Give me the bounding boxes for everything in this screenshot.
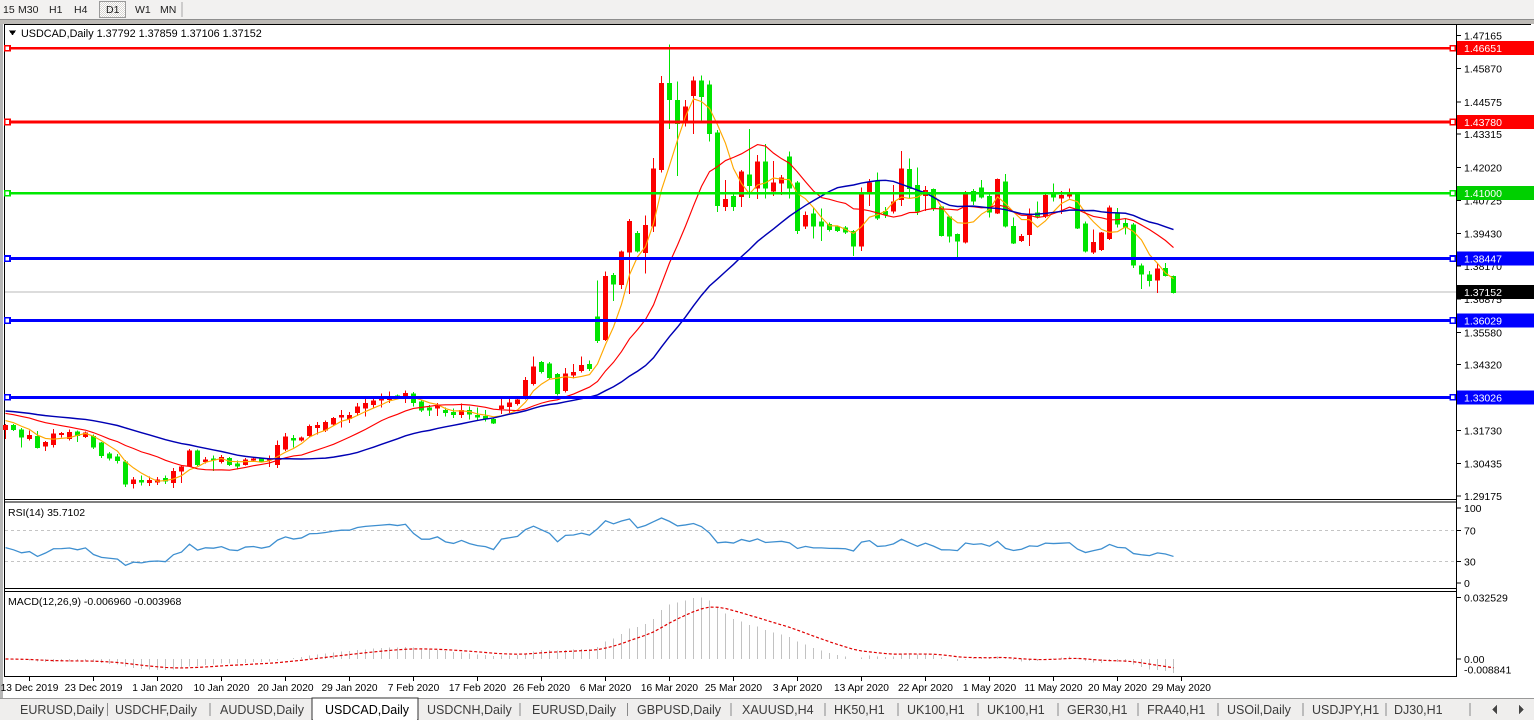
svg-text:1.34320: 1.34320 xyxy=(1464,360,1502,372)
svg-text:USOil,Daily: USOil,Daily xyxy=(1227,703,1292,717)
svg-text:1.44575: 1.44575 xyxy=(1464,97,1502,109)
svg-text:1 May 2020: 1 May 2020 xyxy=(963,683,1017,694)
svg-text:1.31730: 1.31730 xyxy=(1464,425,1502,437)
svg-text:7 Feb 2020: 7 Feb 2020 xyxy=(388,683,440,694)
svg-text:RSI(14) 35.7102: RSI(14) 35.7102 xyxy=(8,507,85,519)
svg-text:EURUSD,Daily: EURUSD,Daily xyxy=(532,703,617,717)
svg-text:30: 30 xyxy=(1464,557,1476,569)
svg-text:MN: MN xyxy=(160,4,176,16)
svg-text:1.39430: 1.39430 xyxy=(1464,229,1502,241)
svg-text:USDCNH,Daily: USDCNH,Daily xyxy=(427,703,512,717)
svg-text:0: 0 xyxy=(1464,578,1470,590)
svg-text:AUDUSD,Daily: AUDUSD,Daily xyxy=(220,703,305,717)
svg-text:20 Jan 2020: 20 Jan 2020 xyxy=(257,683,313,694)
svg-text:W1: W1 xyxy=(135,4,151,16)
svg-text:1.37152: 1.37152 xyxy=(1464,287,1502,299)
svg-text:26 Feb 2020: 26 Feb 2020 xyxy=(513,683,571,694)
svg-text:1.46651: 1.46651 xyxy=(1464,43,1502,55)
svg-text:EURUSD,Daily: EURUSD,Daily xyxy=(20,703,105,717)
svg-text:17 Feb 2020: 17 Feb 2020 xyxy=(449,683,507,694)
svg-text:H4: H4 xyxy=(74,4,88,16)
svg-text:XAUUSD,H4: XAUUSD,H4 xyxy=(742,703,814,717)
svg-text:70: 70 xyxy=(1464,525,1476,537)
svg-text:23 Dec 2019: 23 Dec 2019 xyxy=(65,683,123,694)
svg-text:GER30,H1: GER30,H1 xyxy=(1067,703,1127,717)
svg-text:UK100,H1: UK100,H1 xyxy=(987,703,1045,717)
svg-text:1.30435: 1.30435 xyxy=(1464,459,1502,471)
svg-text:HK50,H1: HK50,H1 xyxy=(834,703,885,717)
svg-text:D1: D1 xyxy=(106,4,120,16)
svg-text:29 May 2020: 29 May 2020 xyxy=(1152,683,1211,694)
svg-text:1.47165: 1.47165 xyxy=(1464,30,1502,42)
svg-text:1.43780: 1.43780 xyxy=(1464,117,1502,129)
svg-text:0.00: 0.00 xyxy=(1464,654,1485,666)
svg-text:USDJPY,H1: USDJPY,H1 xyxy=(1312,703,1379,717)
svg-text:FRA40,H1: FRA40,H1 xyxy=(1147,703,1205,717)
svg-text:0.032529: 0.032529 xyxy=(1464,593,1508,605)
svg-text:16 Mar 2020: 16 Mar 2020 xyxy=(641,683,699,694)
svg-text:11 May 2020: 11 May 2020 xyxy=(1024,683,1082,694)
svg-text:1.29175: 1.29175 xyxy=(1464,491,1502,503)
svg-text:-0.008841: -0.008841 xyxy=(1464,665,1511,677)
svg-text:UK100,H1: UK100,H1 xyxy=(907,703,965,717)
svg-text:1.38447: 1.38447 xyxy=(1464,254,1502,266)
svg-text:MACD(12,26,9) -0.006960 -0.003: MACD(12,26,9) -0.006960 -0.003968 xyxy=(8,596,182,608)
svg-text:1.33026: 1.33026 xyxy=(1464,392,1502,404)
svg-text:1 Jan 2020: 1 Jan 2020 xyxy=(132,683,183,694)
svg-text:USDCAD,Daily 1.37792 1.37859: USDCAD,Daily 1.37792 1.37859 1.37106 1.3… xyxy=(21,28,262,40)
svg-text:USDCHF,Daily: USDCHF,Daily xyxy=(115,703,198,717)
svg-text:13 Dec 2019: 13 Dec 2019 xyxy=(1,683,59,694)
svg-text:GBPUSD,Daily: GBPUSD,Daily xyxy=(637,703,722,717)
svg-text:15: 15 xyxy=(3,4,15,16)
svg-text:10 Jan 2020: 10 Jan 2020 xyxy=(193,683,249,694)
svg-text:6 Mar 2020: 6 Mar 2020 xyxy=(580,683,632,694)
svg-text:1.42020: 1.42020 xyxy=(1464,162,1502,174)
svg-text:13 Apr 2020: 13 Apr 2020 xyxy=(834,683,889,694)
svg-text:DJ30,H1: DJ30,H1 xyxy=(1394,703,1443,717)
svg-text:H1: H1 xyxy=(49,4,63,16)
svg-text:1.41000: 1.41000 xyxy=(1464,188,1502,200)
svg-text:1.43315: 1.43315 xyxy=(1464,129,1502,141)
svg-text:29 Jan 2020: 29 Jan 2020 xyxy=(321,683,377,694)
svg-text:1.45870: 1.45870 xyxy=(1464,64,1502,76)
svg-text:1.35580: 1.35580 xyxy=(1464,327,1502,339)
svg-text:25 Mar 2020: 25 Mar 2020 xyxy=(705,683,763,694)
svg-text:1.36029: 1.36029 xyxy=(1464,316,1502,328)
svg-text:20 May 2020: 20 May 2020 xyxy=(1088,683,1147,694)
svg-text:22 Apr 2020: 22 Apr 2020 xyxy=(898,683,953,694)
svg-text:100: 100 xyxy=(1464,503,1482,515)
svg-text:USDCAD,Daily: USDCAD,Daily xyxy=(325,703,410,717)
svg-text:3 Apr 2020: 3 Apr 2020 xyxy=(773,683,823,694)
svg-text:M30: M30 xyxy=(18,4,39,16)
